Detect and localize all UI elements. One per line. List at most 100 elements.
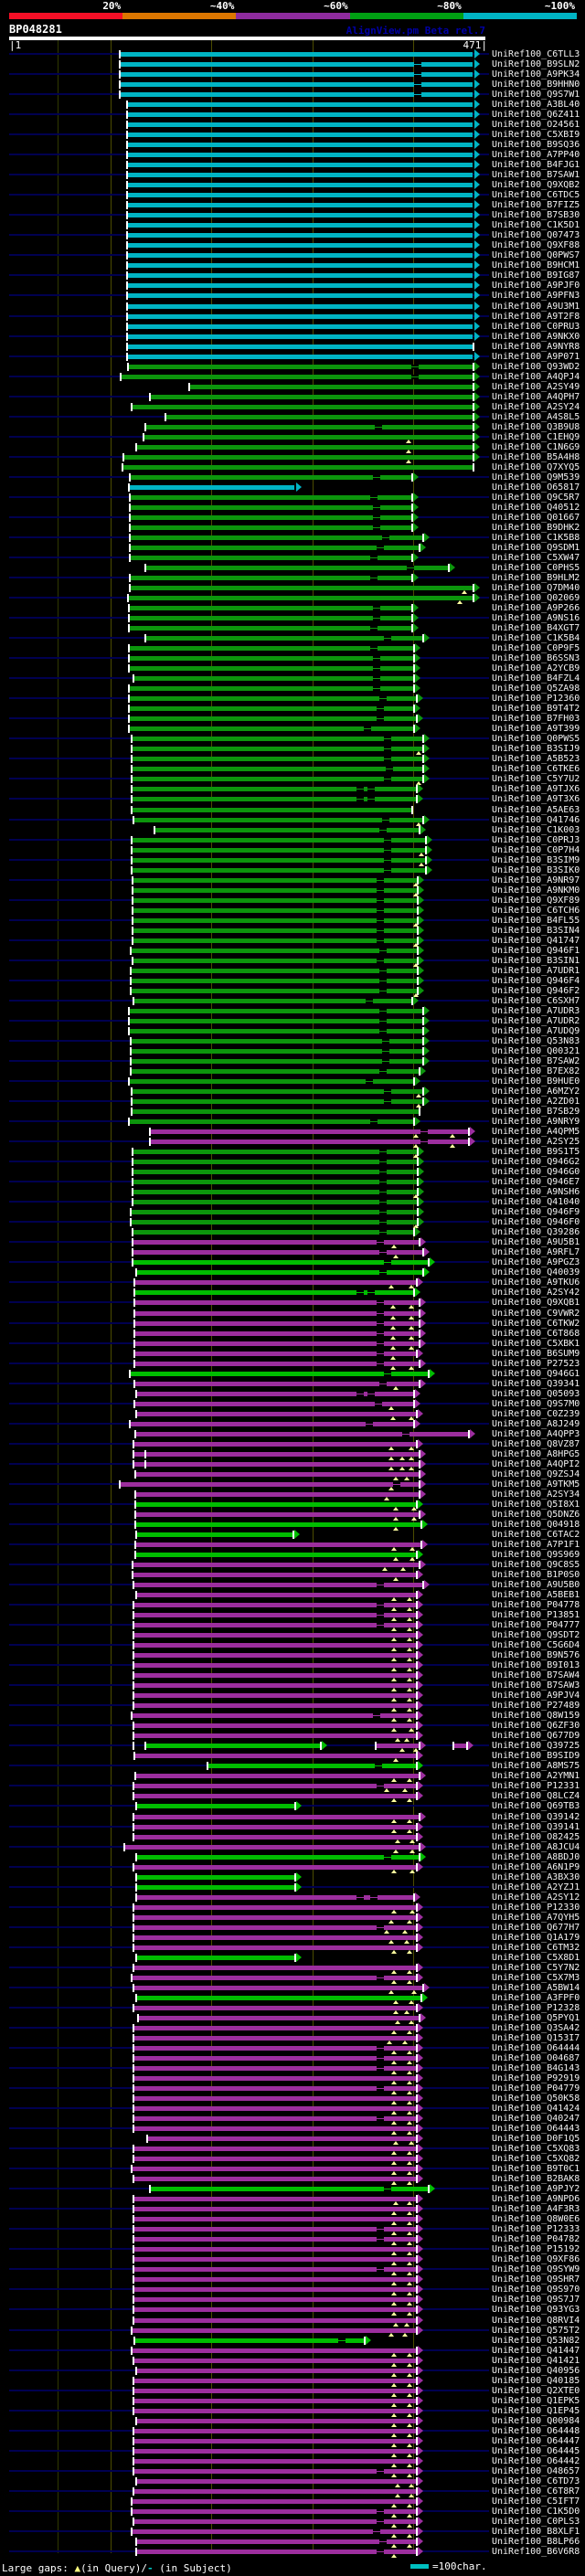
hit-bar[interactable] xyxy=(136,1492,419,1497)
hit-label[interactable]: UniRef100_Q01667 xyxy=(492,513,580,523)
hit-bar[interactable] xyxy=(137,1412,416,1416)
hit-label[interactable]: UniRef100_A9T3X6 xyxy=(492,794,580,804)
hit-bar[interactable] xyxy=(146,566,448,570)
hit-label[interactable]: UniRef100_Q41447 xyxy=(492,2346,580,2356)
hit-bar[interactable] xyxy=(133,888,417,893)
hit-bar[interactable] xyxy=(122,375,473,379)
hit-bar[interactable] xyxy=(129,365,473,369)
hit-label[interactable]: UniRef100_A8HPG5 xyxy=(492,1449,580,1459)
hit-bar[interactable] xyxy=(134,2469,416,2474)
hit-label[interactable]: UniRef100_O04687 xyxy=(492,2053,580,2063)
hit-label[interactable]: UniRef100_Q53N83 xyxy=(492,1036,580,1046)
hit-label[interactable]: UniRef100_Q9XQB2 xyxy=(492,180,580,190)
hit-label[interactable]: UniRef100_Q7DM40 xyxy=(492,583,580,593)
hit-bar[interactable] xyxy=(134,2359,416,2363)
hit-label[interactable]: UniRef100_B4FL55 xyxy=(492,916,580,926)
hit-label[interactable]: UniRef100_C1K5D1 xyxy=(492,220,580,230)
hit-bar[interactable] xyxy=(130,1119,413,1124)
hit-bar[interactable] xyxy=(130,706,413,711)
hit-label[interactable]: UniRef100_B7SB30 xyxy=(492,210,580,220)
hit-bar[interactable] xyxy=(128,314,473,319)
hit-bar[interactable] xyxy=(134,2318,416,2323)
hit-bar[interactable] xyxy=(133,858,425,863)
hit-bar[interactable] xyxy=(133,1109,419,1114)
hit-label[interactable]: UniRef100_A9T399 xyxy=(492,724,580,734)
hit-bar[interactable] xyxy=(133,1170,417,1174)
hit-bar[interactable] xyxy=(146,1744,320,1748)
hit-bar[interactable] xyxy=(454,1744,466,1748)
hit-bar[interactable] xyxy=(131,576,411,580)
hit-label[interactable]: UniRef100_B9SLN2 xyxy=(492,59,580,69)
hit-bar[interactable] xyxy=(135,1300,419,1305)
hit-label[interactable]: UniRef100_A4S8L5 xyxy=(492,412,580,422)
hit-bar[interactable] xyxy=(134,1693,416,1698)
hit-label[interactable]: UniRef100_C0PLS3 xyxy=(492,2517,580,2527)
hit-label[interactable]: UniRef100_A2SY12 xyxy=(492,1892,580,1903)
hit-label[interactable]: UniRef100_Q1EPK5 xyxy=(492,2396,580,2406)
hit-bar[interactable] xyxy=(151,1140,468,1144)
hit-bar[interactable] xyxy=(134,2429,416,2433)
hit-bar[interactable] xyxy=(121,1482,419,1487)
hit-label[interactable]: UniRef100_Q9S969 xyxy=(492,1550,580,1560)
hit-bar[interactable] xyxy=(134,2297,416,2302)
hit-label[interactable]: UniRef100_A5AE63 xyxy=(492,805,580,815)
hit-label[interactable]: UniRef100_Q9S7W1 xyxy=(492,90,580,100)
hit-label[interactable]: UniRef100_A9NR97 xyxy=(492,875,580,885)
hit-bar[interactable] xyxy=(121,72,473,77)
hit-bar[interactable] xyxy=(134,1905,416,1910)
hit-bar[interactable] xyxy=(133,797,416,801)
hit-label[interactable]: UniRef100_Q5PYQ1 xyxy=(492,2013,580,2023)
hit-label[interactable]: UniRef100_A9P266 xyxy=(492,603,580,613)
hit-label[interactable]: UniRef100_B2BAK8 xyxy=(492,2174,580,2184)
hit-bar[interactable] xyxy=(130,485,294,490)
hit-bar[interactable] xyxy=(151,1129,468,1134)
hit-label[interactable]: UniRef100_Q9XF88 xyxy=(492,240,580,250)
hit-label[interactable]: UniRef100_Q8RVI4 xyxy=(492,2316,580,2326)
hit-label[interactable]: UniRef100_A9NRY9 xyxy=(492,1117,580,1127)
hit-bar[interactable] xyxy=(135,1321,419,1326)
hit-label[interactable]: UniRef100_Q0PWS7 xyxy=(492,250,580,260)
hit-label[interactable]: UniRef100_A9PK34 xyxy=(492,69,580,80)
hit-label[interactable]: UniRef100_Q39141 xyxy=(492,1822,580,1832)
hit-bar[interactable] xyxy=(128,213,473,217)
hit-label[interactable]: UniRef100_C6TCH6 xyxy=(492,906,580,916)
hit-bar[interactable] xyxy=(133,737,422,741)
hit-bar[interactable] xyxy=(134,2287,416,2292)
hit-bar[interactable] xyxy=(133,938,417,943)
hit-label[interactable]: UniRef100_A9PFN3 xyxy=(492,291,580,301)
hit-bar[interactable] xyxy=(134,1613,416,1617)
hit-bar[interactable] xyxy=(128,163,473,167)
hit-label[interactable]: UniRef100_Q3B9U8 xyxy=(492,422,580,432)
hit-bar[interactable] xyxy=(128,112,473,117)
hit-label[interactable]: UniRef100_Q41424 xyxy=(492,2104,580,2114)
hit-bar[interactable] xyxy=(134,1865,416,1870)
hit-bar[interactable] xyxy=(137,445,473,450)
hit-bar[interactable] xyxy=(128,203,473,207)
hit-bar[interactable] xyxy=(137,1996,420,2000)
hit-bar[interactable] xyxy=(134,1935,416,1940)
hit-bar[interactable] xyxy=(134,2237,416,2242)
hit-label[interactable]: UniRef100_Q50K58 xyxy=(492,2094,580,2104)
hit-label[interactable]: UniRef100_A9NPD6 xyxy=(492,2194,580,2204)
hit-label[interactable]: UniRef100_C6SXH7 xyxy=(492,996,580,1006)
hit-label[interactable]: UniRef100_B7FH03 xyxy=(492,714,580,724)
hit-label[interactable]: UniRef100_Q04918 xyxy=(492,1520,580,1530)
hit-label[interactable]: UniRef100_B9HHN0 xyxy=(492,80,580,90)
hit-bar[interactable] xyxy=(130,606,411,610)
hit-bar[interactable] xyxy=(135,1352,416,1356)
hit-label[interactable]: UniRef100_Q5DNZ6 xyxy=(492,1510,580,1520)
hit-bar[interactable] xyxy=(131,546,419,550)
hit-bar[interactable] xyxy=(133,1180,417,1184)
hit-label[interactable]: UniRef100_Q6ZF30 xyxy=(492,1721,580,1731)
hit-bar[interactable] xyxy=(136,1472,419,1477)
hit-bar[interactable] xyxy=(134,2247,416,2252)
hit-label[interactable]: UniRef100_A9TJX6 xyxy=(492,784,580,794)
hit-label[interactable]: UniRef100_Q677D9 xyxy=(492,1731,580,1741)
hit-label[interactable]: UniRef100_A4QPJ4 xyxy=(492,372,580,382)
hit-bar[interactable] xyxy=(134,1986,422,1990)
hit-bar[interactable] xyxy=(130,726,413,731)
hit-bar[interactable] xyxy=(132,979,417,983)
hit-label[interactable]: UniRef100_B8XLF1 xyxy=(492,2527,580,2537)
hit-bar[interactable] xyxy=(133,787,416,791)
hit-label[interactable]: UniRef100_A2YCB9 xyxy=(492,663,580,673)
